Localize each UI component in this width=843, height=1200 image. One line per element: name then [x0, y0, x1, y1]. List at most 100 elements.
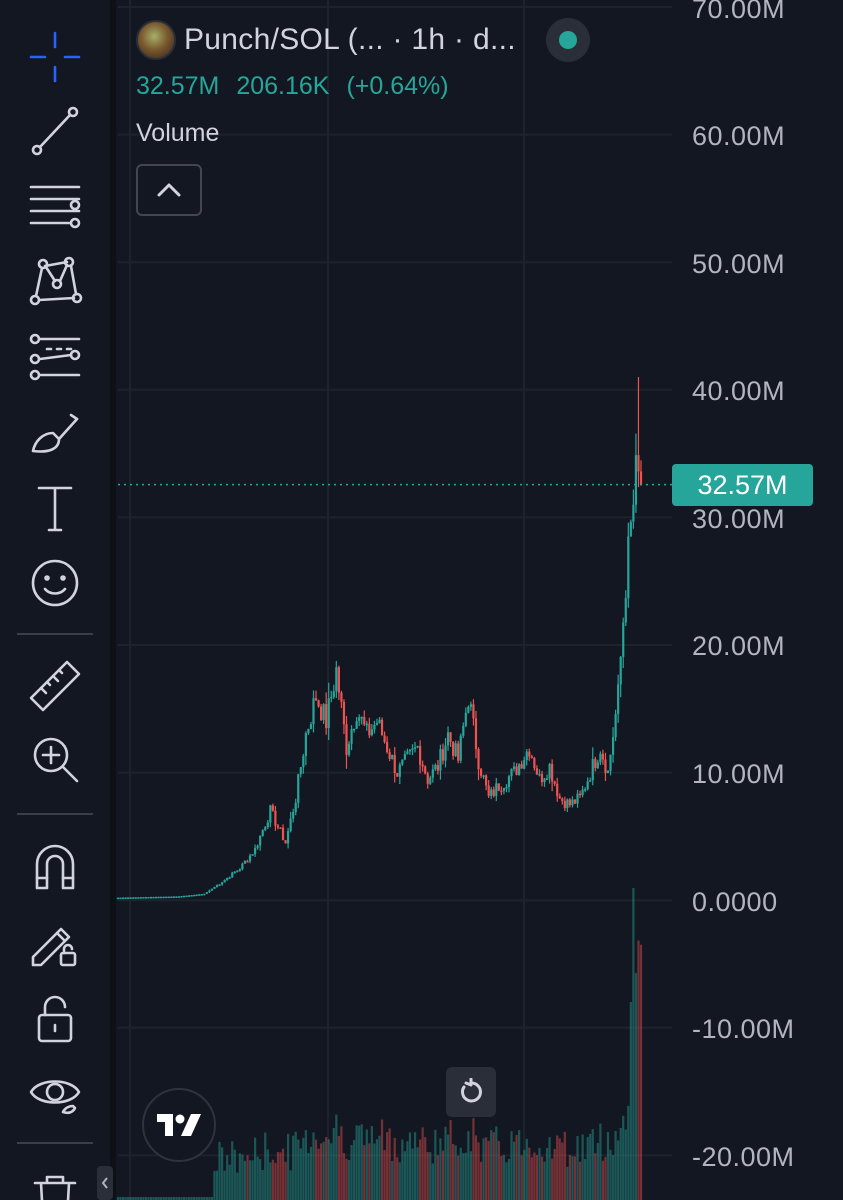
- volume-bar: [609, 1149, 612, 1200]
- candle-body: [525, 751, 528, 761]
- candle-body: [482, 775, 485, 777]
- candle-body: [573, 799, 577, 804]
- candle-body: [485, 775, 488, 786]
- candle-body: [589, 780, 592, 782]
- candle-body: [490, 789, 493, 796]
- volume-bar: [383, 1150, 386, 1200]
- market-status-indicator[interactable]: [545, 18, 590, 62]
- volume-bar: [187, 1197, 191, 1200]
- ruler-tool[interactable]: [17, 651, 93, 721]
- candle-body: [629, 521, 632, 537]
- candle-body: [530, 756, 533, 758]
- volume-bar: [365, 1129, 368, 1200]
- volume-bar: [563, 1131, 566, 1200]
- symbol-row[interactable]: Punch/SOL (... · 1h · d...: [136, 18, 590, 62]
- candle-body: [637, 455, 640, 472]
- candle-body: [253, 847, 257, 855]
- candle-body: [584, 789, 587, 791]
- candle-body: [601, 753, 605, 760]
- volume-bar: [446, 1134, 450, 1200]
- chart-grid: [118, 0, 672, 1200]
- candle-body: [137, 897, 140, 899]
- reset-chart-button[interactable]: [446, 1067, 496, 1117]
- volume-indicator-label[interactable]: Volume: [136, 119, 220, 147]
- tradingview-logo[interactable]: [142, 1088, 216, 1162]
- volume-bar: [457, 1155, 460, 1200]
- candle-body: [578, 793, 582, 796]
- brush-tool[interactable]: [17, 398, 93, 468]
- volume-bar: [619, 1127, 622, 1200]
- collapse-indicators-button[interactable]: [136, 164, 202, 216]
- candle-body: [457, 743, 460, 761]
- volume-bar: [386, 1132, 389, 1200]
- volume-bar: [426, 1151, 429, 1200]
- pattern-tool[interactable]: [17, 245, 93, 315]
- delete-drawings-tool[interactable]: [17, 1160, 93, 1200]
- candle-body: [144, 897, 148, 899]
- volume-bar: [292, 1135, 295, 1200]
- volume-bar: [314, 1139, 318, 1200]
- candle-body: [299, 767, 302, 775]
- volume-bar: [553, 1149, 556, 1200]
- candle-body: [213, 887, 216, 889]
- candle-body: [358, 717, 361, 721]
- volume-bar: [175, 1197, 178, 1200]
- volume-bar: [485, 1137, 488, 1200]
- zoom-in-tool[interactable]: [17, 724, 93, 794]
- prediction-tool[interactable]: [17, 320, 93, 390]
- magnet-tool[interactable]: [17, 831, 93, 901]
- candle-body: [236, 870, 239, 873]
- eye-icon: [29, 1080, 81, 1115]
- volume-bar: [624, 1129, 627, 1200]
- candle-body: [495, 783, 498, 796]
- candle-body: [505, 787, 508, 789]
- candle-body: [586, 781, 589, 790]
- volume-bar: [556, 1135, 559, 1200]
- volume-bar: [342, 1153, 346, 1200]
- candle-body: [350, 729, 353, 744]
- volume-bar: [205, 1197, 208, 1200]
- volume-bar: [325, 1137, 328, 1200]
- trend-line-tool[interactable]: [17, 95, 93, 165]
- toolbar-separator: [17, 813, 93, 815]
- candle-body: [375, 723, 379, 725]
- pattern-icon: [29, 256, 83, 306]
- candle-body: [558, 796, 561, 799]
- volume-bar: [413, 1132, 417, 1200]
- candle-body: [132, 897, 135, 899]
- lock-all-tool[interactable]: [17, 984, 93, 1054]
- candle-body: [198, 894, 201, 896]
- volume-bar: [276, 1152, 280, 1200]
- volume-bar: [530, 1157, 533, 1200]
- volume-bar: [629, 1001, 632, 1200]
- hide-drawings-tool[interactable]: [17, 1057, 93, 1127]
- candle-body: [510, 768, 513, 777]
- candle-body: [335, 667, 338, 692]
- crosshair-tool[interactable]: [17, 22, 93, 92]
- candle-body: [594, 759, 597, 769]
- candle-body: [337, 667, 340, 693]
- volume-bar: [246, 1155, 249, 1200]
- volume-bar: [571, 1156, 574, 1200]
- volume-bar: [604, 1156, 607, 1200]
- fib-retracement-tool[interactable]: [17, 170, 93, 240]
- volume-bar: [236, 1172, 239, 1200]
- volume-bar: [449, 1120, 452, 1200]
- volume-bar: [269, 1162, 272, 1200]
- volume-bar: [500, 1155, 503, 1200]
- text-tool[interactable]: [17, 473, 93, 543]
- volume-bar: [363, 1145, 366, 1200]
- candle-body: [347, 743, 351, 755]
- lock-drawings-tool[interactable]: [17, 906, 93, 976]
- candle-body: [320, 706, 323, 721]
- candle-body: [368, 723, 371, 736]
- candle-body: [431, 769, 434, 778]
- collapse-toolbar-tab[interactable]: [97, 1166, 113, 1200]
- volume-bar: [561, 1142, 564, 1200]
- volume-bar: [474, 1135, 478, 1200]
- emoji-tool[interactable]: [17, 548, 93, 618]
- candle-body: [413, 747, 417, 749]
- candle-body: [429, 777, 432, 784]
- candle-body: [119, 897, 122, 900]
